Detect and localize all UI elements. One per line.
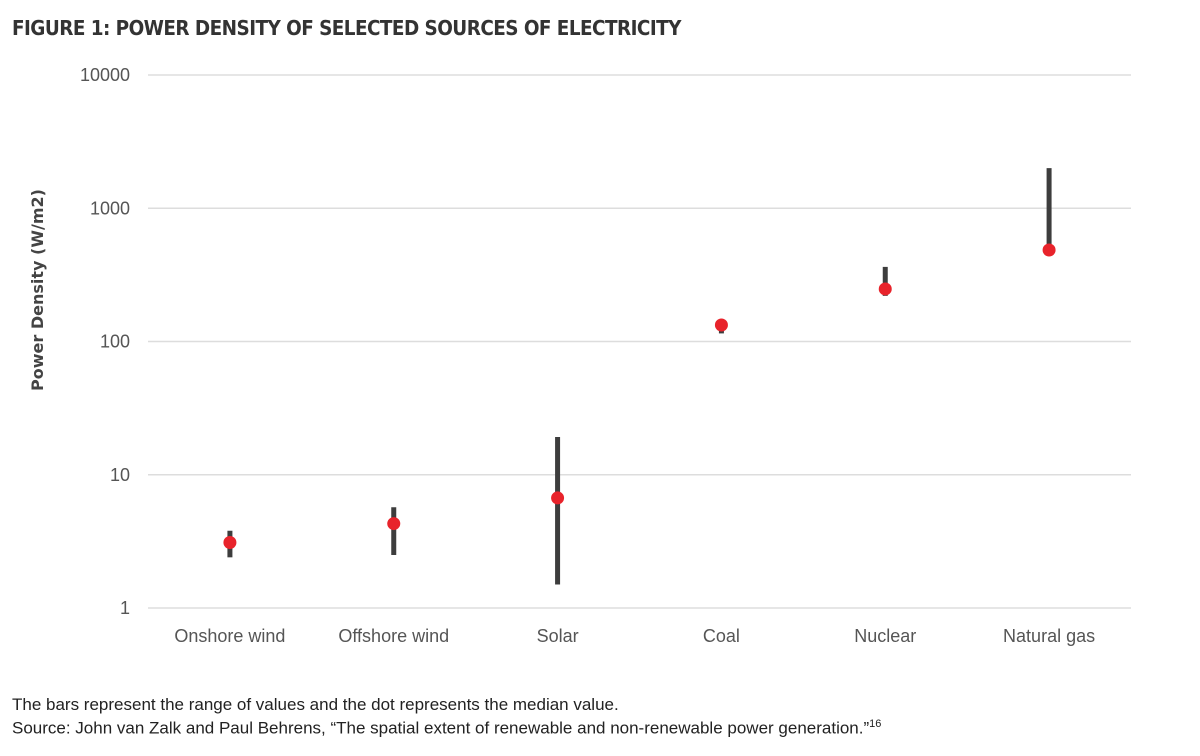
source-note: Source: John van Zalk and Paul Behrens, … (12, 718, 881, 739)
median-dot (878, 282, 892, 296)
y-axis-label: Power Density (W/m2) (28, 189, 47, 391)
y-tick-label: 1000 (90, 198, 130, 218)
median-dot (1042, 243, 1056, 257)
median-dot (223, 536, 237, 550)
y-tick-label: 10 (110, 465, 130, 485)
x-tick-label: Natural gas (1003, 626, 1095, 646)
x-tick-label: Solar (537, 626, 579, 646)
x-tick-label: Coal (703, 626, 740, 646)
caption: The bars represent the range of values a… (12, 695, 619, 714)
footnote-ref: 16 (869, 718, 882, 730)
median-dot (387, 517, 401, 531)
source-text: Source: John van Zalk and Paul Behrens, … (12, 718, 870, 738)
x-tick-label: Onshore wind (174, 626, 285, 646)
y-tick-label: 1 (120, 598, 130, 618)
y-tick-label: 10000 (80, 65, 130, 85)
y-tick-label: 100 (100, 332, 130, 352)
chart: 1 10 100 1000 10000 Power Density (W/m2) Onsho… (28, 65, 1131, 646)
x-tick-label: Nuclear (854, 626, 916, 646)
chart-title: FIGURE 1: POWER DENSITY OF SELECTED SOUR… (12, 16, 681, 40)
x-tick-label: Offshore wind (338, 626, 449, 646)
median-dot (714, 318, 728, 332)
median-dot (551, 491, 565, 505)
